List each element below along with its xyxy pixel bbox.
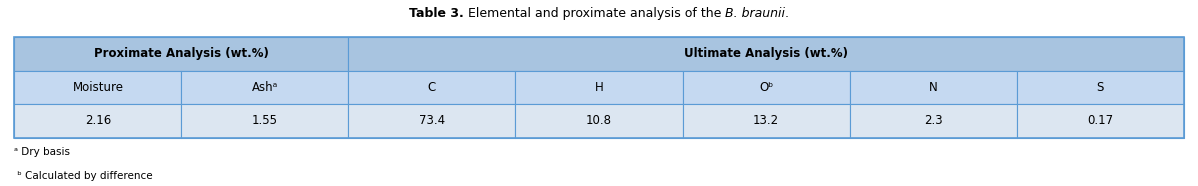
Text: S: S (1096, 81, 1103, 94)
Text: Proximate Analysis (wt.%): Proximate Analysis (wt.%) (93, 47, 268, 60)
Bar (14, 104, 181, 138)
Text: N: N (928, 81, 938, 94)
Text: ᵃ Dry basis: ᵃ Dry basis (14, 147, 71, 157)
Bar (349, 71, 515, 104)
Text: 2.16: 2.16 (85, 114, 111, 127)
Bar (515, 71, 683, 104)
Text: Oᵇ: Oᵇ (758, 81, 773, 94)
Text: Ashᵃ: Ashᵃ (252, 81, 278, 94)
Text: .: . (785, 7, 789, 20)
Bar (14, 37, 1184, 138)
Bar (14, 37, 349, 71)
Text: B. braunii: B. braunii (725, 7, 785, 20)
Text: H: H (594, 81, 604, 94)
Bar (349, 104, 515, 138)
Text: 73.4: 73.4 (419, 114, 444, 127)
Text: Elemental and proximate analysis of the: Elemental and proximate analysis of the (464, 7, 725, 20)
Bar (515, 104, 683, 138)
Bar (181, 104, 349, 138)
Text: 10.8: 10.8 (586, 114, 612, 127)
Bar (683, 71, 849, 104)
Text: ᵇ Calculated by difference: ᵇ Calculated by difference (14, 171, 153, 181)
Text: Moisture: Moisture (72, 81, 123, 94)
Text: 0.17: 0.17 (1087, 114, 1113, 127)
Bar (849, 71, 1017, 104)
Text: 2.3: 2.3 (924, 114, 943, 127)
Bar (181, 71, 349, 104)
Text: Table 3.: Table 3. (409, 7, 464, 20)
Text: 1.55: 1.55 (252, 114, 278, 127)
Bar (1017, 71, 1184, 104)
Bar (14, 71, 181, 104)
Bar (683, 104, 849, 138)
Text: 13.2: 13.2 (754, 114, 779, 127)
Text: C: C (428, 81, 436, 94)
Bar (849, 104, 1017, 138)
Bar (1017, 104, 1184, 138)
Bar (349, 37, 1184, 71)
Text: Ultimate Analysis (wt.%): Ultimate Analysis (wt.%) (684, 47, 848, 60)
